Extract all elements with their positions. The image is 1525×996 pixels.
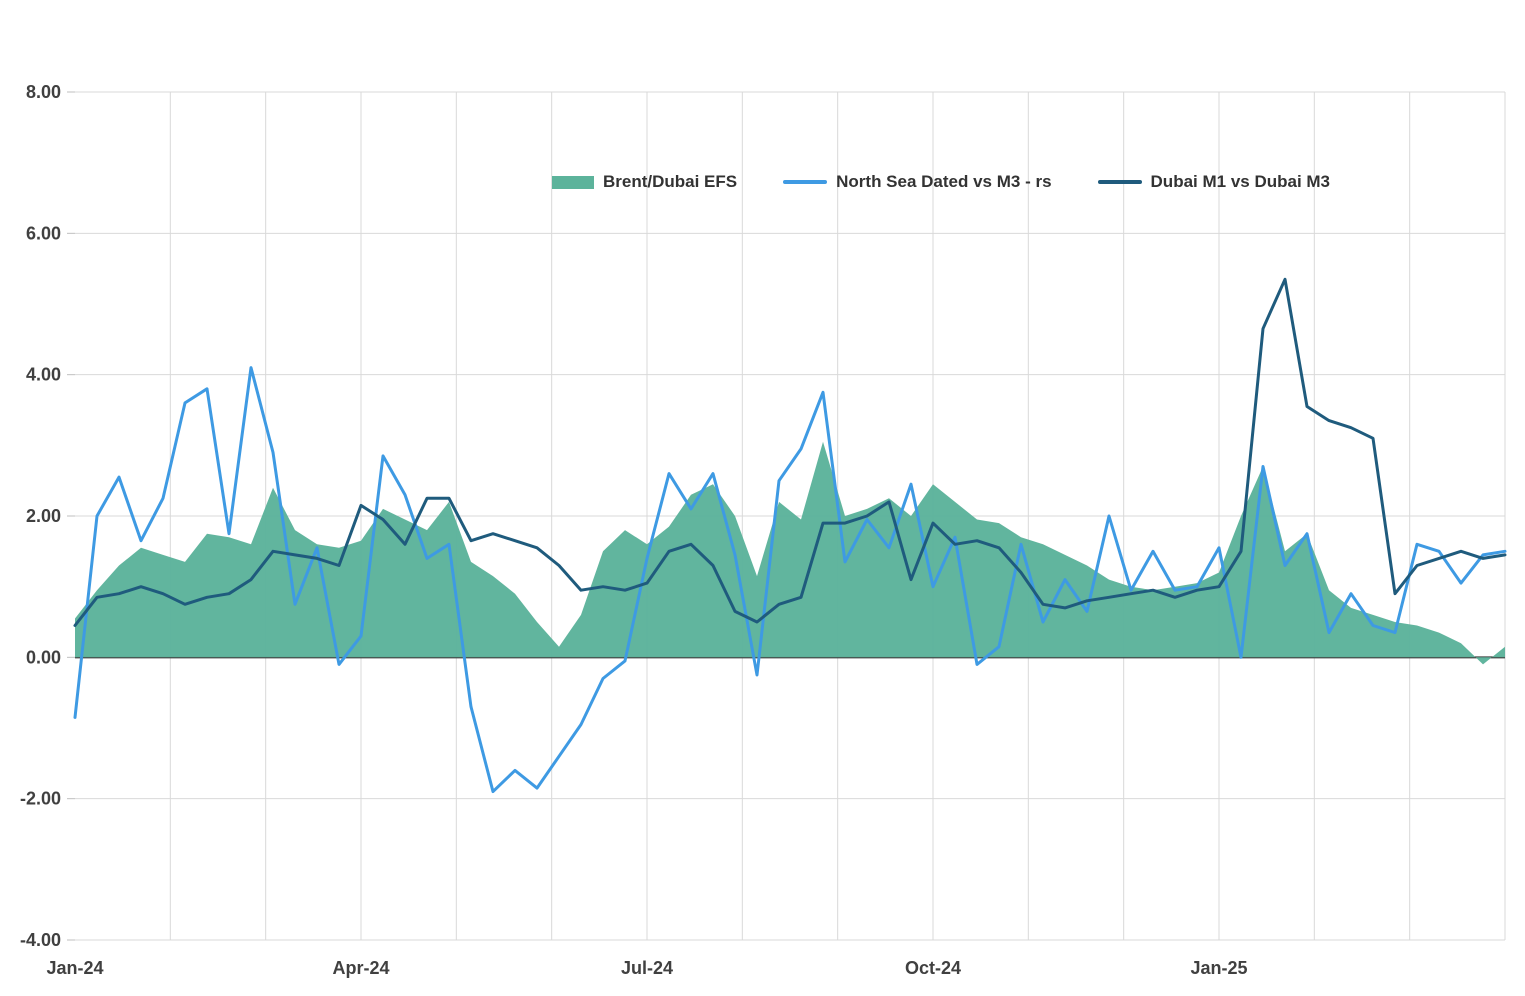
x-tick-label: Jan-24 <box>46 958 103 978</box>
line-swatch-icon <box>1097 180 1142 184</box>
y-tick-label: 8.00 <box>26 82 61 102</box>
line-series-dubai-m1-m3 <box>73 277 1507 627</box>
legend-label-dubai-m1-m3: Dubai M1 vs Dubai M3 <box>1150 172 1331 191</box>
legend-item-brent-dubai-efs: Brent/Dubai EFS <box>552 172 737 192</box>
chart-legend: Brent/Dubai EFS North Sea Dated vs M3 - … <box>552 172 1330 192</box>
x-tick-label: Jul-24 <box>621 958 673 978</box>
area-swatch-icon <box>552 175 594 189</box>
area-series-brent-dubai-efs <box>75 441 1505 665</box>
x-tick-label: Apr-24 <box>332 958 389 978</box>
x-tick-label: Oct-24 <box>905 958 961 978</box>
y-tick-label: -2.00 <box>20 789 61 809</box>
y-tick-label: -4.00 <box>20 930 61 950</box>
legend-item-dubai-m1-m3: Dubai M1 vs Dubai M3 <box>1097 172 1331 192</box>
y-tick-label: 4.00 <box>26 365 61 385</box>
y-tick-label: 2.00 <box>26 506 61 526</box>
x-tick-label: Jan-25 <box>1190 958 1247 978</box>
legend-label-brent-dubai-efs: Brent/Dubai EFS <box>603 172 738 191</box>
y-tick-label: 0.00 <box>26 647 61 667</box>
legend-item-north-sea-dated: North Sea Dated vs M3 - rs <box>783 172 1052 192</box>
y-tick-label: 6.00 <box>26 223 61 243</box>
line-swatch-icon <box>783 180 828 184</box>
legend-label-north-sea-dated: North Sea Dated vs M3 - rs <box>836 172 1052 191</box>
